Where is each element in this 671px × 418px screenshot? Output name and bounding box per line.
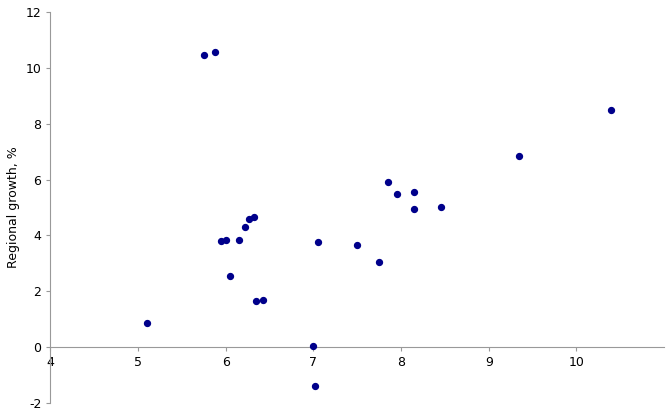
Point (435, 204, 446, 211)
Point (199, 52, 209, 59)
Point (248, 214, 259, 221)
Point (308, 342, 319, 349)
Point (606, 106, 617, 113)
Point (374, 259, 384, 265)
Point (310, 383, 321, 390)
Point (234, 236, 244, 243)
Point (210, 49, 221, 56)
Point (257, 296, 268, 303)
Point (251, 298, 262, 304)
Point (244, 215, 255, 222)
Y-axis label: Regional growth, %: Regional growth, % (7, 147, 20, 268)
Point (220, 236, 231, 243)
Point (142, 320, 152, 327)
Point (514, 153, 525, 159)
Point (409, 189, 419, 196)
Point (240, 224, 250, 230)
Point (409, 206, 419, 212)
Point (391, 190, 402, 197)
Point (313, 239, 323, 246)
Point (382, 179, 393, 186)
Point (216, 238, 227, 245)
Point (225, 273, 236, 279)
Point (352, 242, 362, 249)
